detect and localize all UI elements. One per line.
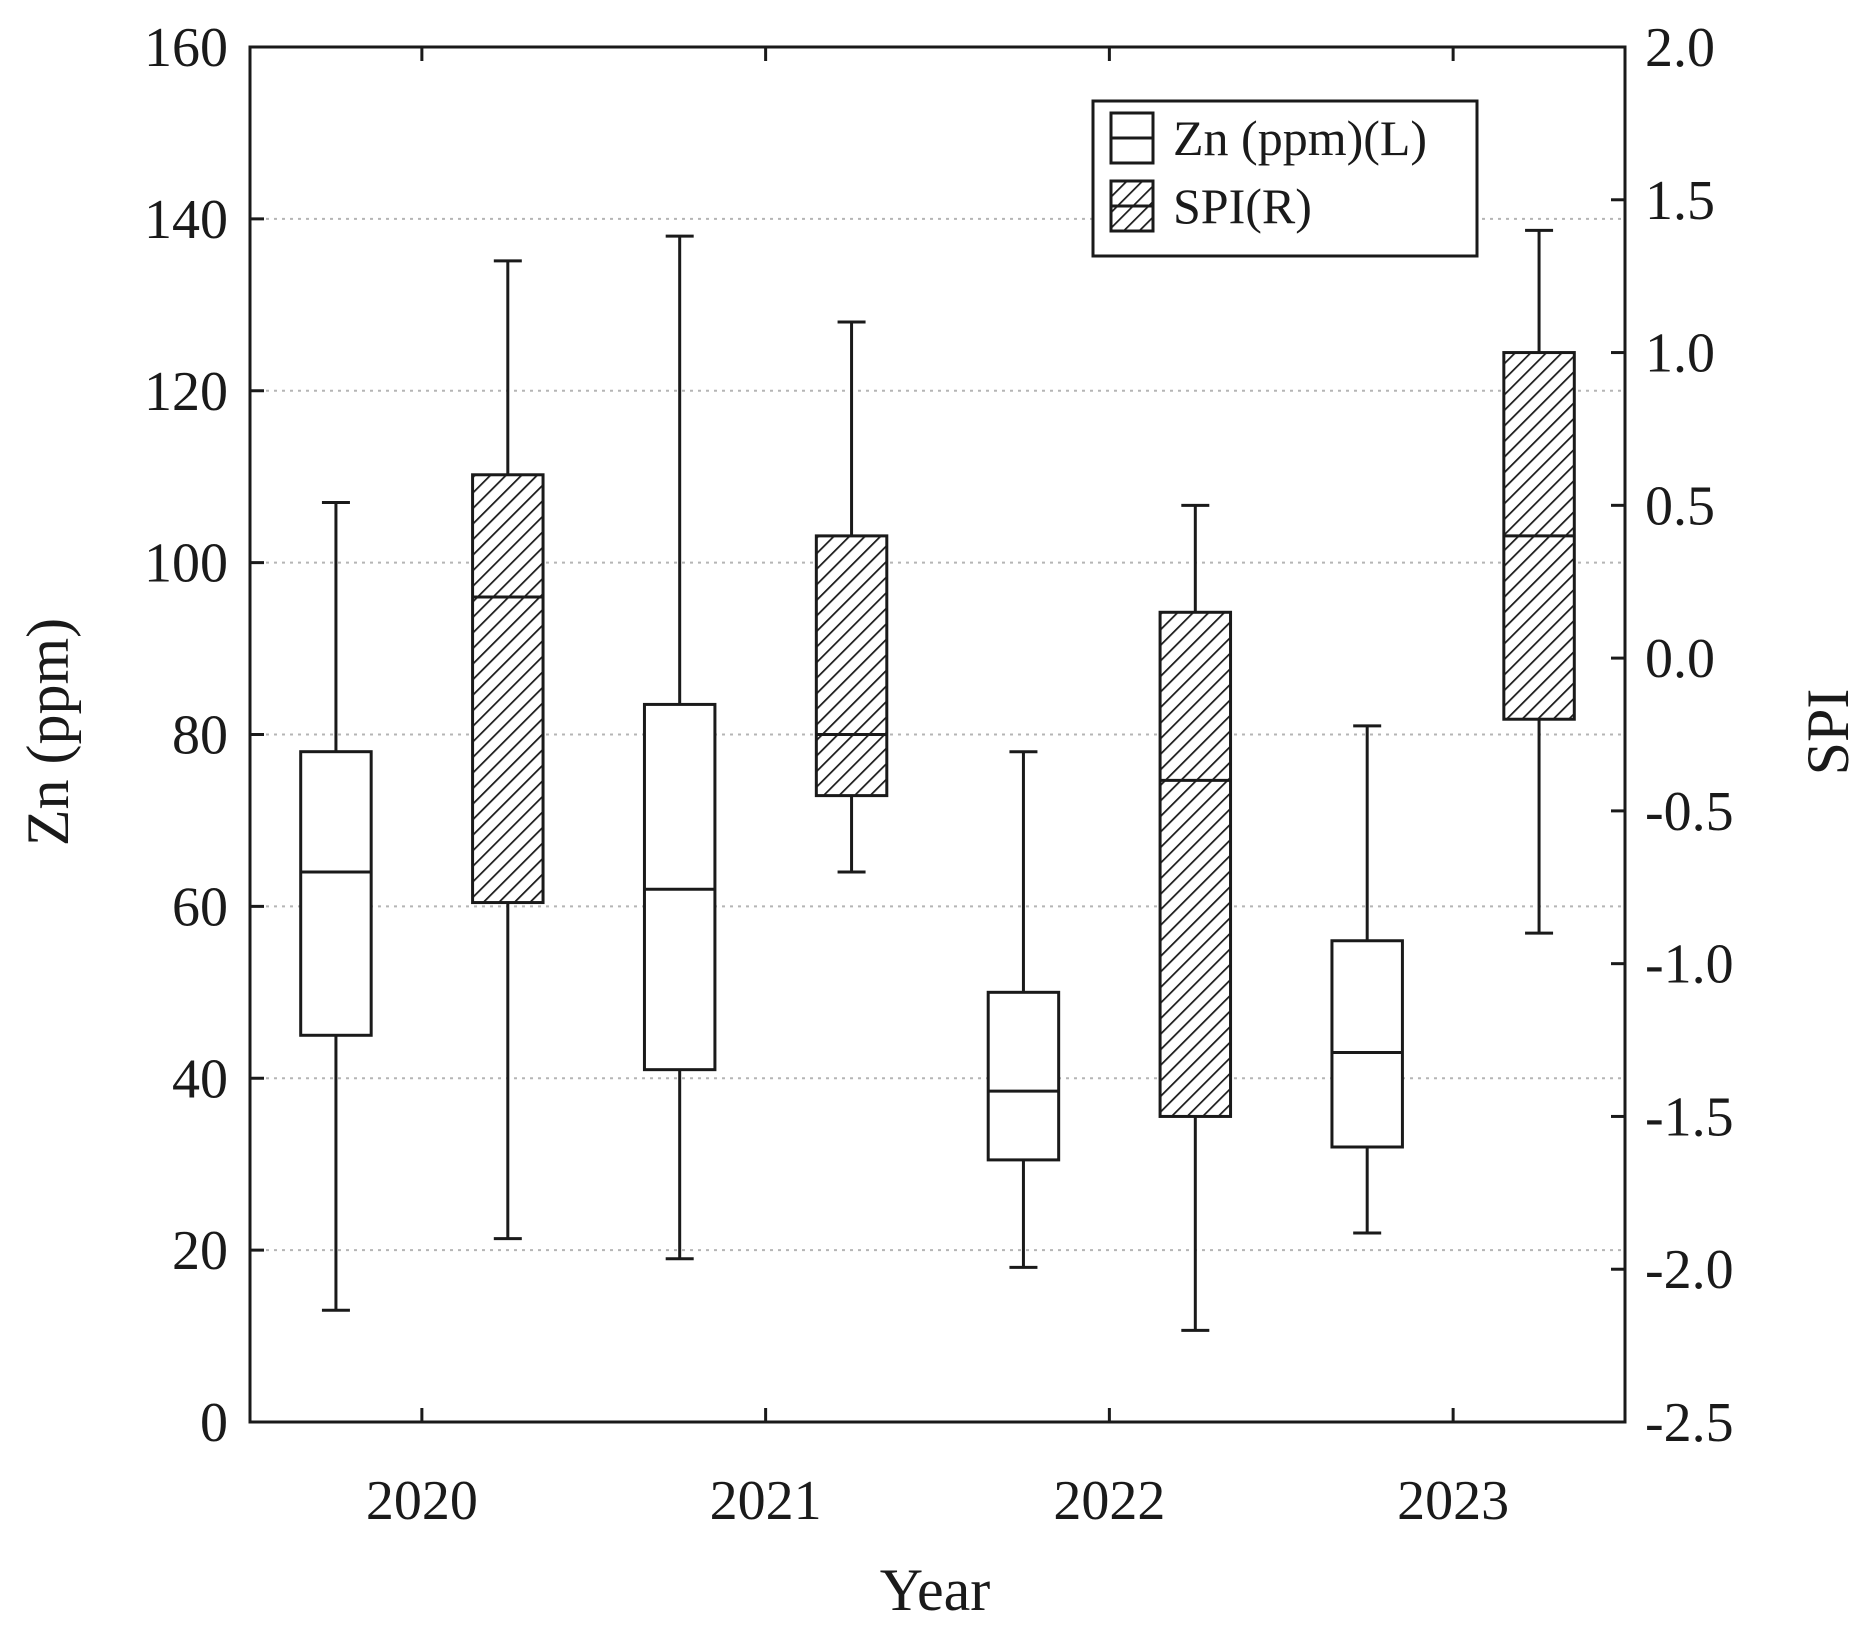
x-tick-label: 2020 xyxy=(366,1470,478,1532)
legend-label: Zn (ppm)(L) xyxy=(1173,110,1427,166)
left-tick-label: 100 xyxy=(144,533,228,595)
box-2022-zn xyxy=(986,750,1061,1269)
right-tick-label: 1.5 xyxy=(1645,170,1715,232)
left-tick-label: 120 xyxy=(144,361,228,423)
right-tick-label: -1.5 xyxy=(1645,1086,1734,1148)
box-2023-zn xyxy=(1330,724,1404,1235)
axes: 0 20 40 60 80 100 120 140 160 -2.5 -2.0 -1.5 -1.0 -0.… xyxy=(144,17,1734,1532)
left-tick-label: 160 xyxy=(144,17,228,79)
grid-lines xyxy=(250,217,1625,1252)
box-iqr xyxy=(642,702,717,1072)
box-iqr xyxy=(299,750,373,1037)
box-iqr xyxy=(471,473,545,905)
box-layer xyxy=(299,228,1576,1332)
box-2020-zn xyxy=(299,500,373,1312)
right-tick-label: 2.0 xyxy=(1645,17,1715,79)
box-2022-spi xyxy=(1158,503,1233,1332)
left-tick-label: 40 xyxy=(172,1048,228,1110)
box-iqr xyxy=(814,534,889,798)
left-tick-label: 0 xyxy=(200,1392,228,1454)
right-tick-label: -0.5 xyxy=(1645,781,1734,843)
legend-box xyxy=(1091,99,1479,258)
box-2023-spi xyxy=(1502,228,1576,935)
left-y-axis-title: Zn (ppm) xyxy=(15,618,81,846)
legend-label: SPI(R) xyxy=(1173,178,1312,234)
box-2021-zn xyxy=(642,234,717,1261)
left-tick-label: 140 xyxy=(144,189,228,251)
right-y-axis-title: SPI xyxy=(1795,689,1861,776)
x-tick-label: 2021 xyxy=(710,1470,822,1532)
left-tick-label: 20 xyxy=(172,1220,228,1282)
box-iqr xyxy=(986,990,1061,1162)
right-tick-label: -1.0 xyxy=(1645,934,1734,996)
legend: Zn (ppm)(L) SPI(R) xyxy=(1091,99,1479,258)
right-tick-label: -2.0 xyxy=(1645,1239,1734,1301)
x-axis-title: Year xyxy=(880,1557,991,1623)
box-2021-spi xyxy=(814,320,889,874)
right-tick-label: 0.0 xyxy=(1645,628,1715,690)
x-tick-label: 2022 xyxy=(1053,1470,1165,1532)
left-tick-label: 80 xyxy=(172,705,228,767)
left-tick-label: 60 xyxy=(172,876,228,938)
box-iqr xyxy=(1158,610,1233,1118)
box-iqr xyxy=(1330,939,1404,1149)
right-tick-label: 0.5 xyxy=(1645,475,1715,537)
right-tick-label: 1.0 xyxy=(1645,323,1715,385)
right-tick-label: -2.5 xyxy=(1645,1392,1734,1454)
box-2020-spi xyxy=(471,259,545,1241)
x-tick-label: 2023 xyxy=(1397,1470,1509,1532)
